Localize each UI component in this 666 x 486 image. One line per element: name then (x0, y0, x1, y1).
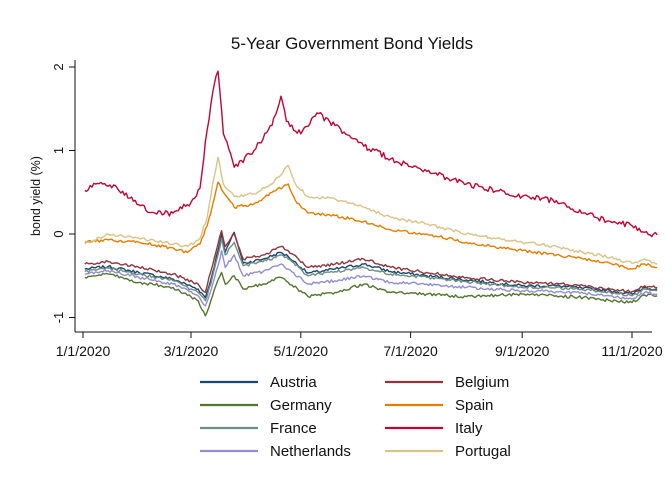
legend-label: Spain (455, 397, 493, 414)
legend-label: France (270, 420, 317, 437)
y-tick-label: 0 (51, 230, 66, 237)
legend-label: Germany (270, 397, 332, 414)
x-ticks: 1/1/2020 3/1/2020 5/1/2020 7/1/2020 9/1/2020… (56, 332, 663, 359)
legend-label: Portugal (455, 443, 511, 460)
legend-item-portugal: Portugal (385, 443, 511, 460)
legend-item-belgium: Belgium (385, 374, 509, 391)
series-line-portugal (84, 156, 658, 265)
legend-item-austria: Austria (200, 374, 317, 391)
series-lines (84, 70, 658, 317)
x-tick-label: 5/1/2020 (274, 343, 329, 359)
y-tick-label: -1 (51, 312, 66, 324)
legend-item-france: France (200, 420, 317, 437)
y-tick-label: 1 (51, 147, 66, 154)
series-line-france (84, 237, 658, 302)
series-line-netherlands (84, 249, 658, 307)
chart-title: 5-Year Government Bond Yields (231, 34, 473, 53)
y-ticks: -1 0 1 2 (51, 63, 75, 323)
legend: Austria Belgium Germany Spain France Italy Net… (200, 374, 511, 460)
y-axis-label: bond yield (%) (29, 156, 43, 236)
series-line-austria (84, 231, 658, 299)
x-tick-label: 3/1/2020 (164, 343, 219, 359)
x-tick-label: 1/1/2020 (56, 343, 111, 359)
series-line-italy (84, 70, 658, 238)
series-line-germany (84, 271, 658, 317)
legend-label: Italy (455, 420, 483, 437)
x-tick-label: 7/1/2020 (383, 343, 438, 359)
legend-item-germany: Germany (200, 397, 332, 414)
legend-label: Netherlands (270, 443, 351, 460)
legend-item-netherlands: Netherlands (200, 443, 351, 460)
legend-item-italy: Italy (385, 420, 483, 437)
x-tick-label: 11/1/2020 (601, 343, 662, 359)
series-line-belgium (84, 229, 658, 294)
legend-item-spain: Spain (385, 397, 493, 414)
series-line-spain (84, 181, 658, 271)
legend-label: Belgium (455, 374, 509, 391)
x-tick-label: 9/1/2020 (495, 343, 550, 359)
legend-label: Austria (270, 374, 317, 391)
y-tick-label: 2 (51, 63, 66, 70)
